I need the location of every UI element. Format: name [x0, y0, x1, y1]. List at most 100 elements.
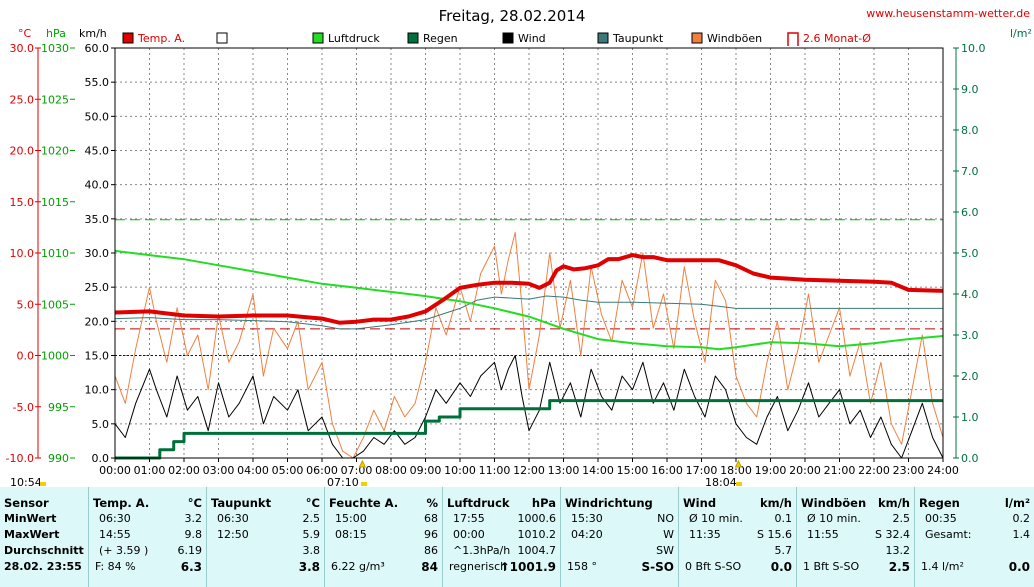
stats-row: 00:00 1010.2	[447, 527, 556, 543]
stats-row-label: 08:15	[335, 528, 367, 541]
stats-footer-label: 0 Bft S-SO	[685, 560, 742, 573]
x-tick-label: 02:00	[168, 464, 200, 477]
stats-row: 06:30 2.5	[211, 511, 320, 527]
temp-tick-label: 30.0	[10, 42, 35, 55]
legend-swatch	[312, 32, 324, 44]
stats-footer-value: S-SO	[641, 560, 674, 574]
stats-footer: 1.4 l/m² 0.0	[919, 559, 1030, 575]
stats-row-value: S 32.4	[875, 528, 910, 541]
legend-swatch	[407, 32, 419, 44]
stats-row-value: 3.2	[184, 512, 203, 525]
stats-row: 11:35 S 15.6	[683, 527, 792, 543]
stats-col-taupunkt: Taupunkt °C 06:30 2.5 12:50 5.9 3.8 3.8	[206, 487, 324, 587]
stats-row-value: 5.7	[774, 544, 793, 557]
stats-sensor-row: MinWert	[4, 512, 57, 525]
stats-sensor-footer: 28.02. 23:55	[4, 560, 82, 573]
stats-row-value: 86	[424, 544, 438, 557]
stats-footer-label: 1 Bft S-SO	[803, 560, 860, 573]
marker-left-time: 10:54	[10, 476, 42, 487]
stats-row-value: S 15.6	[757, 528, 792, 541]
pressure-tick-label: 990	[48, 452, 69, 465]
wind-tick-label: 45.0	[85, 145, 110, 158]
temp-tick-label: 5.0	[17, 298, 35, 311]
x-tick-label: 18:00	[720, 464, 752, 477]
legend-label: Temp. A.	[137, 32, 185, 45]
pressure-tick-label: 995	[48, 401, 69, 414]
marker-dot	[736, 482, 742, 486]
weather-chart: 00:00 01:00 02:00 03:00 04:00 05:00 06:00 07:00…	[6, 7, 1032, 487]
website-link[interactable]: www.heusenstamm-wetter.de	[866, 7, 1030, 20]
stats-header: Luftdruck hPa	[447, 495, 556, 511]
stats-row-value: 68	[424, 512, 438, 525]
x-tick-label: 01:00	[134, 464, 166, 477]
stats-row-label: 06:30	[99, 512, 131, 525]
legend: Temp. A. Luftdruck Regen Wind Taupunkt Windbö…	[122, 32, 871, 46]
stats-row-value: 5.9	[302, 528, 321, 541]
pressure-tick-label: 1020	[41, 145, 69, 158]
stats-row-value: W	[663, 528, 674, 541]
axes: 00:00 01:00 02:00 03:00 04:00 05:00 06:00 07:00…	[6, 42, 986, 477]
stats-footer-value: 6.3	[180, 560, 202, 574]
wind-tick-label: 10.0	[85, 384, 110, 397]
x-tick-label: 17:00	[686, 464, 718, 477]
pressure-tick-label: 1015	[41, 196, 69, 209]
stats-header: Regen l/m²	[919, 495, 1030, 511]
stats-row: Ø 10 min. 2.5	[801, 511, 910, 527]
stats-row-label: 04:20	[571, 528, 603, 541]
legend-swatch	[691, 32, 703, 44]
x-tick-label: 04:00	[237, 464, 269, 477]
stats-row-value: 1010.2	[517, 528, 557, 541]
statistics-panel: Sensor MinWert MaxWert Durchschnitt 28.02. 2…	[0, 487, 1034, 587]
legend-swatch	[122, 32, 134, 44]
stats-header: Wind km/h	[683, 495, 792, 511]
stats-row-value: 1.4	[1012, 528, 1031, 541]
stats-col-regen: Regen l/m² 00:35 0.2 Gesamt: 1.4 1.4 l/m² 0.0	[914, 487, 1034, 587]
x-tick-label: 20:00	[789, 464, 821, 477]
stats-row: 11:55 S 32.4	[801, 527, 910, 543]
stats-row-label: 12:50	[217, 528, 249, 541]
legend-label: 2.6 Monat-Ø	[803, 32, 871, 45]
stats-row: 17:55 1000.6	[447, 511, 556, 527]
series-wind	[114, 355, 944, 459]
stats-row-label: (+ 3.59 )	[99, 544, 149, 557]
rain-tick-label: 10.0	[961, 42, 986, 55]
stats-footer: 6.22 g/m³ 84	[329, 559, 438, 575]
stats-row-value: 13.2	[885, 544, 911, 557]
temp-tick-label: 20.0	[10, 145, 35, 158]
wind-tick-label: 25.0	[85, 281, 110, 294]
stats-row-value: 1004.7	[517, 544, 557, 557]
stats-row: 15:30 NO	[565, 511, 674, 527]
stats-row-label: 11:55	[807, 528, 839, 541]
rain-tick-label: 1.0	[961, 411, 979, 424]
reference-lines	[115, 219, 943, 356]
unit-rain: l/m²	[1010, 27, 1032, 40]
stats-row-label: 14:55	[99, 528, 131, 541]
stats-footer-value: 0.0	[1008, 560, 1030, 574]
stats-row-label: Gesamt:	[925, 528, 972, 541]
stats-header: Temp. A. °C	[93, 495, 202, 511]
stats-col-windrichtung: Windrichtung 15:30 NO 04:20 W SW 158 ° S-SO	[560, 487, 678, 587]
legend-label: Taupunkt	[612, 32, 664, 45]
stats-row-value: 3.8	[302, 544, 321, 557]
stats-footer: 158 ° S-SO	[565, 559, 674, 575]
stats-row: 12:50 5.9	[211, 527, 320, 543]
stats-row: 04:20 W	[565, 527, 674, 543]
stats-header: Windböen km/h	[801, 495, 910, 511]
stats-row: 13.2	[801, 543, 911, 559]
stats-footer: 1 Bft S-SO 2.5	[801, 559, 910, 575]
pressure-tick-label: 1025	[41, 93, 69, 106]
stats-header-label: Temp. A.	[93, 496, 150, 510]
rain-tick-label: 0.0	[961, 452, 979, 465]
temp-tick-label: 0.0	[17, 350, 35, 363]
wind-tick-label: 30.0	[85, 247, 110, 260]
wind-tick-label: 5.0	[92, 418, 110, 431]
x-tick-label: 05:00	[272, 464, 304, 477]
stats-header-unit: hPa	[531, 496, 556, 510]
stats-header-label: Luftdruck	[447, 496, 510, 510]
series-taupunkt	[114, 295, 943, 330]
legend-label: Luftdruck	[328, 32, 380, 45]
stats-row	[919, 543, 1030, 559]
wind-tick-label: 60.0	[85, 42, 110, 55]
wind-tick-label: 0.0	[92, 452, 110, 465]
